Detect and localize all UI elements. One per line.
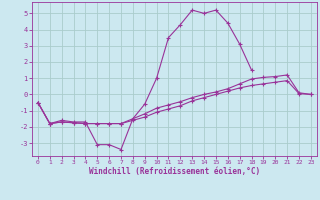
X-axis label: Windchill (Refroidissement éolien,°C): Windchill (Refroidissement éolien,°C) — [89, 167, 260, 176]
